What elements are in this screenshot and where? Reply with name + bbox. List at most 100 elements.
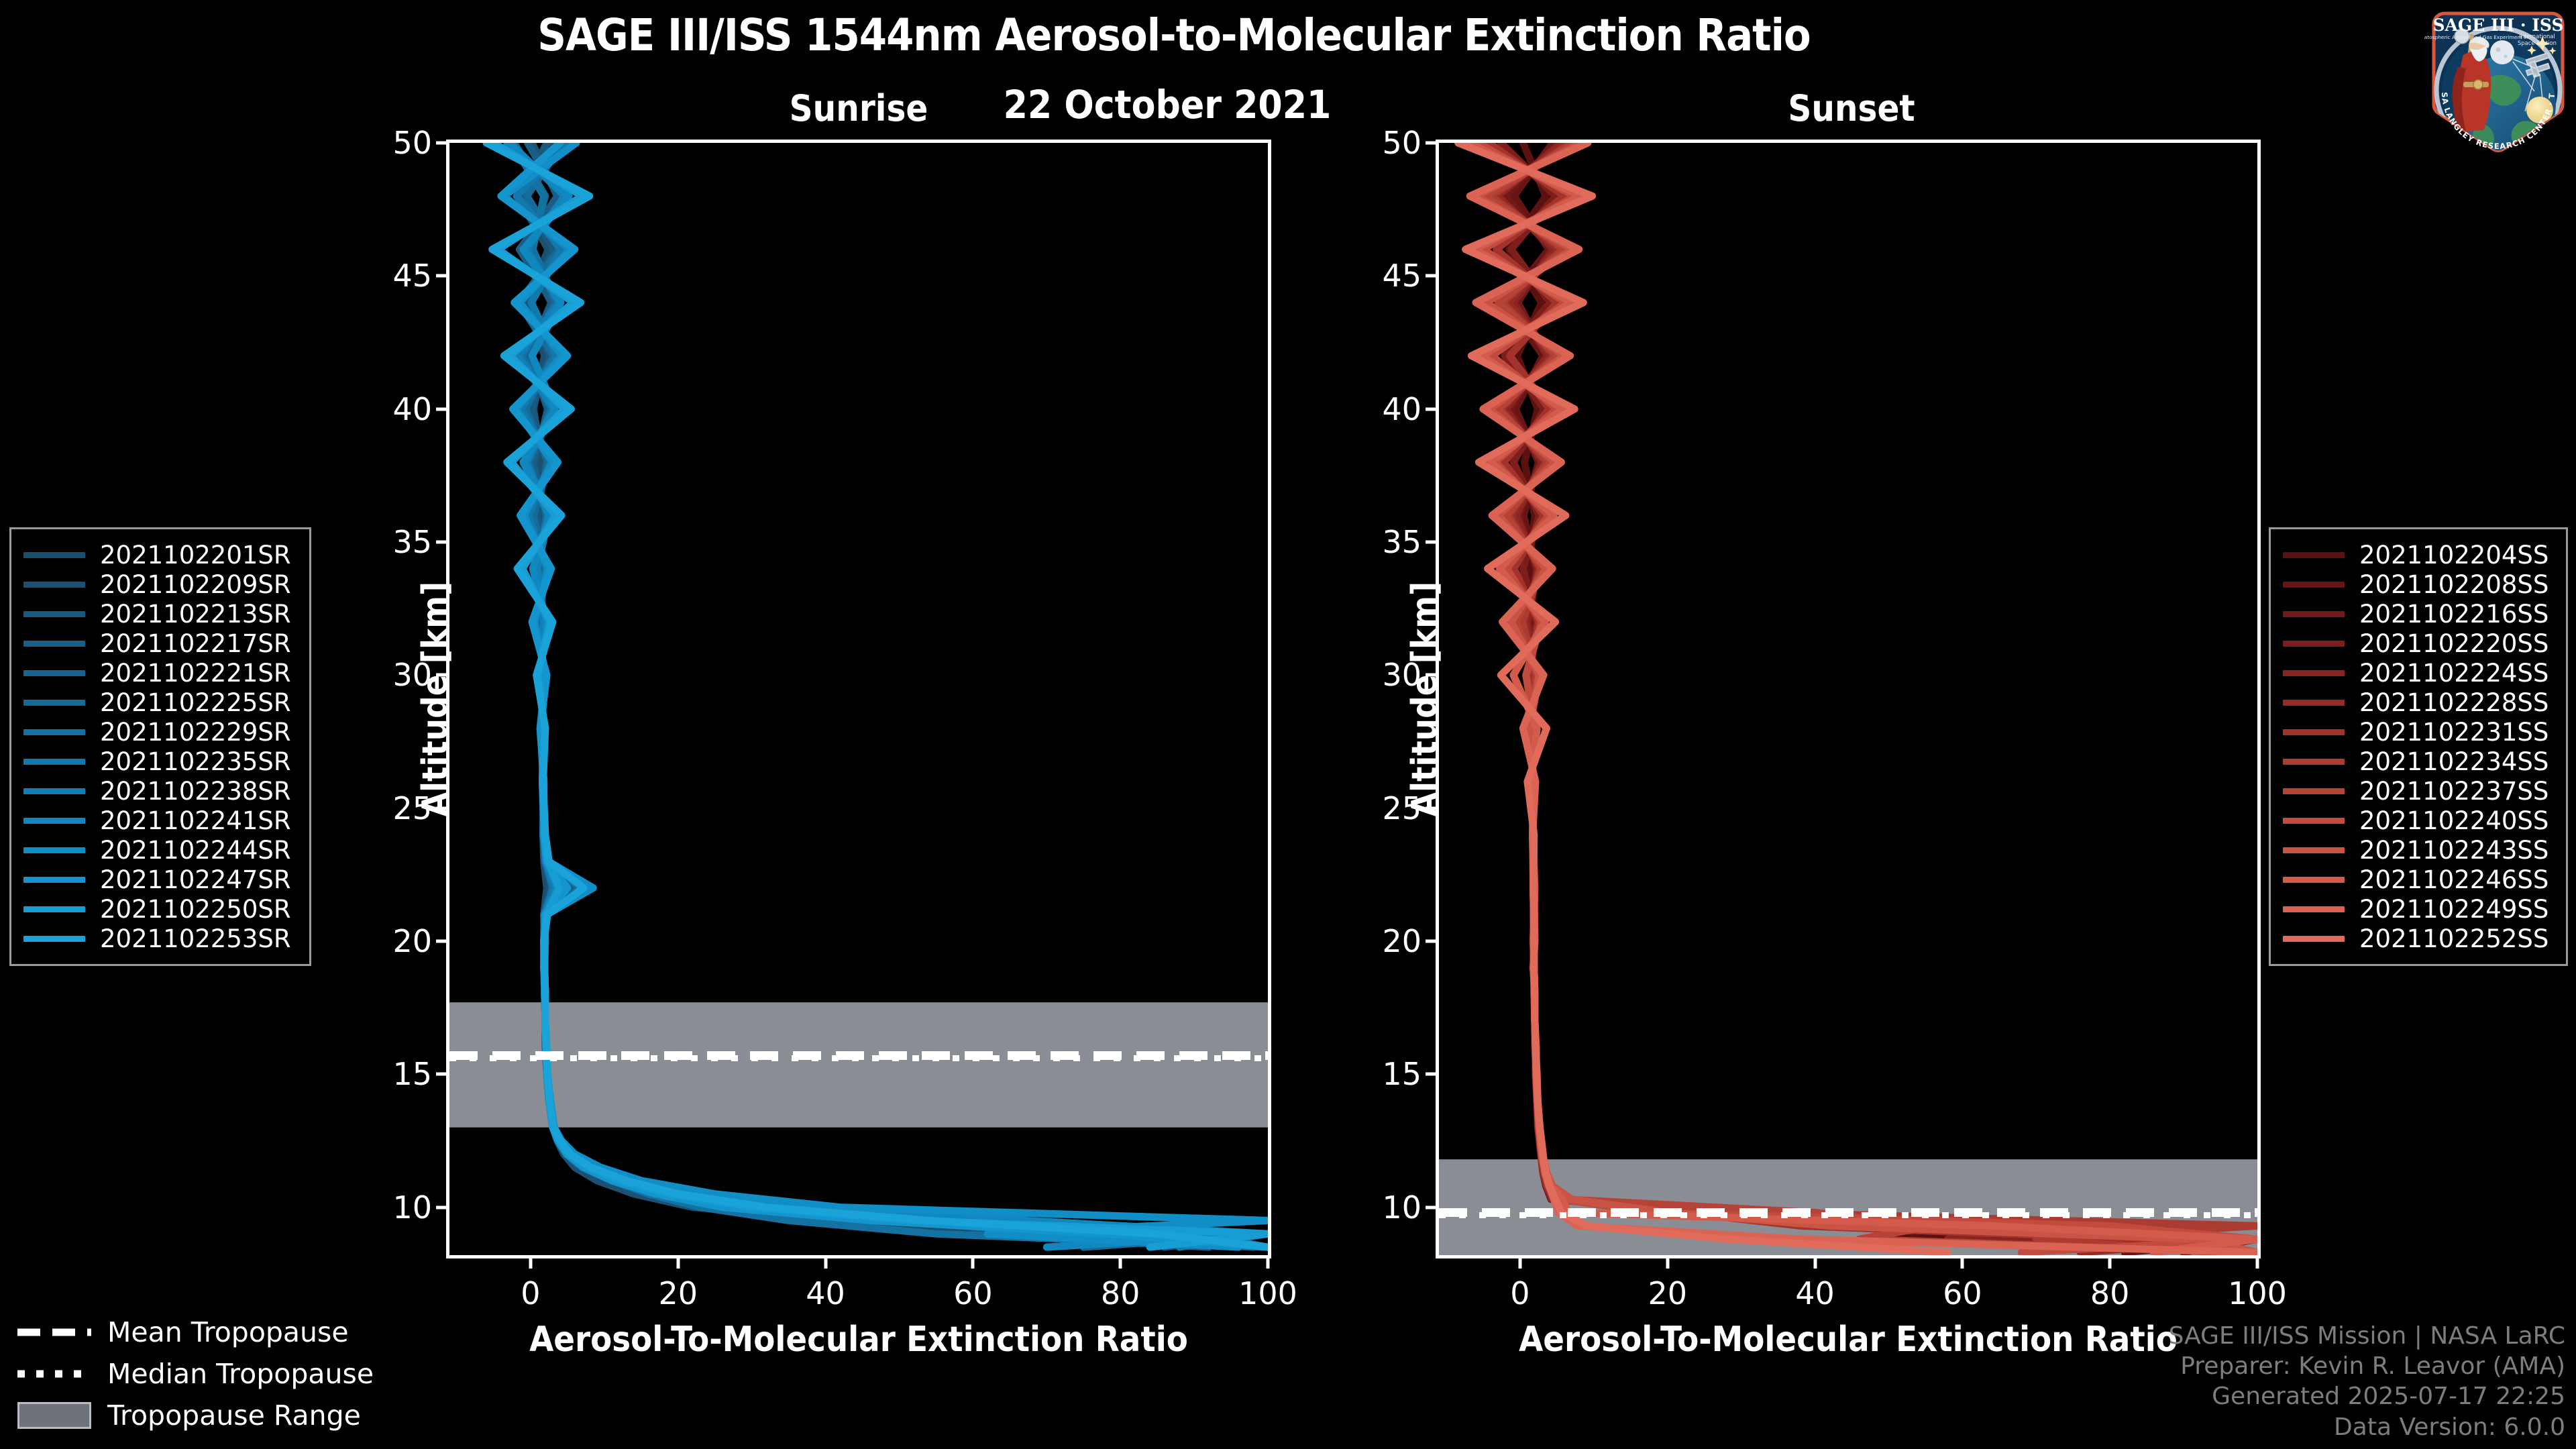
sunset-x-tick-mark [1960,1255,1964,1269]
sunrise-x-tick-label: 80 [1100,1275,1140,1311]
sunrise-legend-item[interactable]: 2021102241SR [23,806,294,835]
sunrise-legend-label: 2021102225SR [100,688,291,717]
sunrise-x-tick-mark [529,1255,533,1269]
sunset-series-line [1503,143,2257,1255]
sunrise-legend-item[interactable]: 2021102213SR [23,599,294,629]
sunset-legend-label: 2021102204SS [2359,540,2549,570]
logo-title: SAGE III · ISS [2432,15,2563,35]
sunset-legend-color-swatch [2283,876,2345,883]
sunset-y-tick-mark [1426,806,1439,810]
sunset-legend-item[interactable]: 2021102231SS [2283,717,2551,747]
sunrise-legend-label: 2021102238SR [100,776,291,806]
sunset-legend-color-swatch [2283,551,2345,558]
sunset-x-tick-mark [2255,1255,2259,1269]
sunset-legend-item[interactable]: 2021102246SS [2283,865,2551,894]
sunrise-legend-label: 2021102201SR [100,540,291,570]
sunrise-legend-item[interactable]: 2021102250SR [23,894,294,924]
sunset-y-tick-label: 40 [1382,390,1421,427]
sunrise-y-tick-label: 15 [392,1056,432,1093]
sunset-series-line [1473,143,2257,1255]
sunrise-legend-item[interactable]: 2021102201SR [23,540,294,570]
sunset-legend-item[interactable]: 2021102234SS [2283,747,2551,776]
sunrise-x-tick-label: 60 [953,1275,993,1311]
sunrise-x-tick-mark [1118,1255,1122,1269]
sunrise-legend-item[interactable]: 2021102235SR [23,747,294,776]
legend-label-median-tropopause: Median Tropopause [107,1358,374,1390]
sage-iii-iss-logo: SAGE III · ISS Stratospheric Aerosol and… [2417,0,2572,158]
sunset-series-line [1454,143,1951,1255]
sunrise-legend-item[interactable]: 2021102229SR [23,717,294,747]
sunrise-legend-item[interactable]: 2021102221SR [23,658,294,688]
median-tropopause-dot-icon [17,1365,91,1383]
sunset-x-tick-label: 100 [2228,1275,2287,1311]
sunset-series-line [1494,143,2257,1255]
sunrise-plot-canvas [449,143,1268,1255]
sunrise-legend-label: 2021102209SR [100,570,291,599]
sunrise-legend-item[interactable]: 2021102244SR [23,835,294,865]
sunset-legend-label: 2021102234SS [2359,747,2549,776]
sunset-legend-label: 2021102243SS [2359,835,2549,865]
sunset-y-tick-label: 25 [1382,790,1421,826]
sunset-y-axis-title: Altitude [km] [1405,581,1446,817]
sunrise-y-tick-label: 40 [392,390,432,427]
sunset-x-tick-label: 0 [1510,1275,1530,1311]
sunset-y-tick-mark [1426,274,1439,278]
sunset-x-tick-label: 80 [2090,1275,2130,1311]
sunrise-legend-item[interactable]: 2021102225SR [23,688,294,717]
sunset-y-tick-mark [1426,939,1439,943]
page-title: SAGE III/ISS 1544nm Aerosol-to-Molecular… [537,9,1811,61]
sunrise-x-axis-title: Aerosol-To-Molecular Extinction Ratio [529,1320,1188,1360]
sunset-y-tick-label: 45 [1382,258,1421,294]
sunset-x-tick-mark [1813,1255,1817,1269]
sunset-series-legend[interactable]: 2021102204SS 2021102208SS 2021102216SS 2021… [2269,527,2568,966]
sunset-legend-item[interactable]: 2021102220SS [2283,629,2551,658]
sunset-y-tick-mark [1426,673,1439,677]
sunset-y-tick-mark [1426,407,1439,411]
tropopause-legend: Mean Tropopause Median Tropopause Tropop… [17,1311,374,1436]
sunrise-legend-label: 2021102229SR [100,717,291,747]
sunrise-legend-label: 2021102217SR [100,629,291,658]
sunset-series-line [1505,143,2257,1255]
sunset-y-tick-mark [1426,540,1439,544]
sunset-legend-item[interactable]: 2021102216SS [2283,599,2551,629]
sunset-legend-label: 2021102252SS [2359,924,2549,953]
credits-line-generated: Generated 2025-07-17 22:25 [2212,1383,2565,1411]
sunrise-series-legend[interactable]: 2021102201SR 2021102209SR 2021102213SR 2021… [9,527,311,966]
sunrise-legend-item[interactable]: 2021102217SR [23,629,294,658]
sunset-legend-label: 2021102240SS [2359,806,2549,835]
sunset-legend-color-swatch [2283,640,2345,647]
sunset-y-tick-label: 10 [1382,1189,1421,1226]
sunset-series-line [1497,143,2257,1255]
sunrise-y-tick-label: 25 [392,790,432,826]
sunset-legend-item[interactable]: 2021102237SS [2283,776,2551,806]
sunset-legend-item[interactable]: 2021102240SS [2283,806,2551,835]
sunset-legend-item[interactable]: 2021102252SS [2283,924,2551,953]
sunrise-y-tick-label: 30 [392,657,432,694]
sunset-legend-color-swatch [2283,581,2345,588]
sunset-legend-item[interactable]: 2021102249SS [2283,894,2551,924]
sunset-legend-item[interactable]: 2021102204SS [2283,540,2551,570]
sunset-legend-item[interactable]: 2021102228SS [2283,688,2551,717]
sunset-legend-item[interactable]: 2021102224SS [2283,658,2551,688]
sunset-legend-label: 2021102237SS [2359,776,2549,806]
sunrise-y-tick-mark [436,141,449,145]
sunset-series-line [1491,143,2257,1255]
sunset-legend-label: 2021102228SS [2359,688,2549,717]
sunrise-x-tick-mark [1266,1255,1270,1269]
sunrise-legend-item[interactable]: 2021102209SR [23,570,294,599]
legend-item-tropopause-range: Tropopause Range [17,1395,374,1436]
sunrise-legend-item[interactable]: 2021102247SR [23,865,294,894]
sunrise-legend-item[interactable]: 2021102253SR [23,924,294,953]
sunrise-legend-color-swatch [23,581,85,588]
sunset-legend-item[interactable]: 2021102243SS [2283,835,2551,865]
sunset-y-tick-label: 15 [1382,1056,1421,1093]
sunset-legend-color-swatch [2283,788,2345,794]
sunrise-legend-item[interactable]: 2021102238SR [23,776,294,806]
legend-label-mean-tropopause: Mean Tropopause [107,1316,349,1348]
sunrise-tropopause-range-band [449,1002,1268,1128]
sunrise-legend-color-swatch [23,669,85,676]
sunset-legend-item[interactable]: 2021102208SS [2283,570,2551,599]
sunrise-plot-panel: Altitude [km] Aerosol-To-Molecular Extin… [392,125,1297,1360]
sunset-legend-color-swatch [2283,847,2345,853]
credits-line-version: Data Version: 6.0.0 [2334,1413,2565,1441]
